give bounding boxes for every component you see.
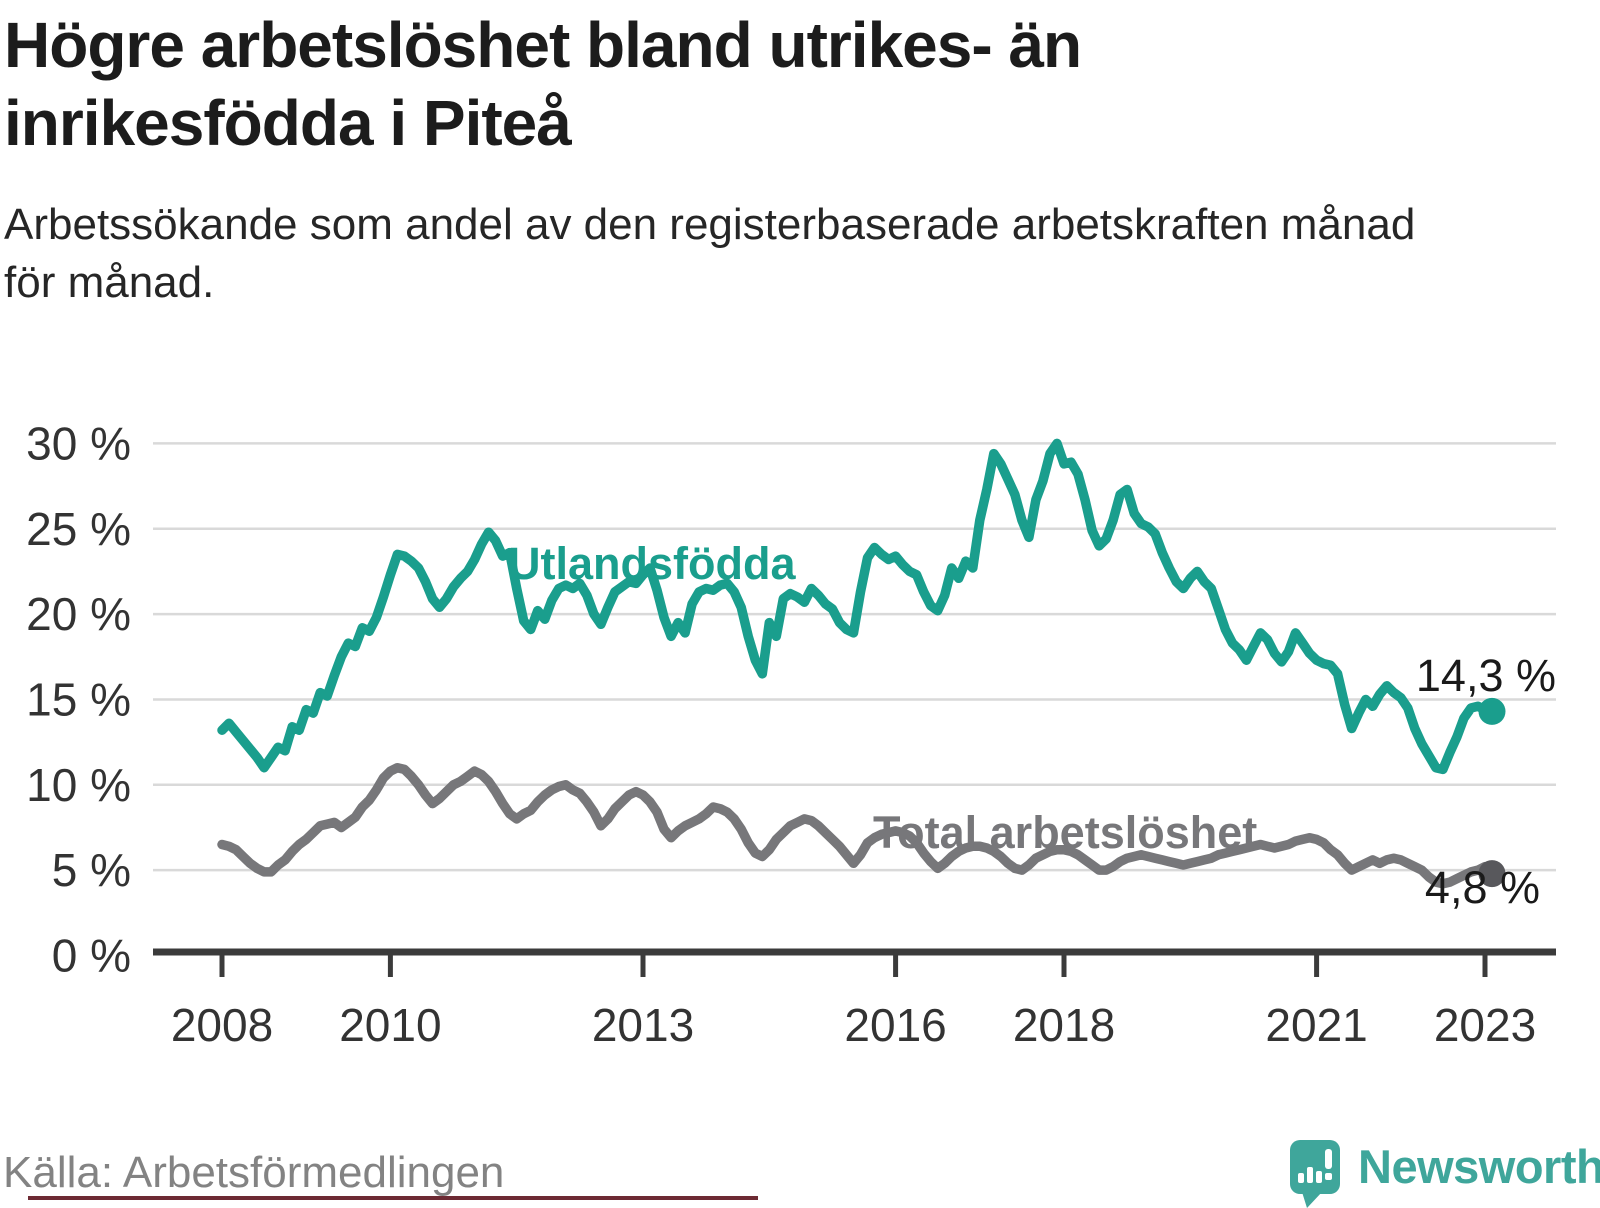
y-axis-label: 25 % bbox=[26, 503, 131, 555]
series-line-utlandsfodda bbox=[217, 438, 1497, 775]
series-label-total: Total arbetslöshet bbox=[873, 807, 1257, 858]
series-end-dot-utlandsfodda bbox=[1478, 697, 1506, 725]
bar-chart-glyph bbox=[1316, 1171, 1322, 1183]
series-group bbox=[217, 438, 1506, 889]
chart-title: Högre arbetslöshet bland utrikes- än inr… bbox=[4, 6, 1082, 162]
newsworthy-chart-bubble-icon bbox=[1290, 1140, 1340, 1208]
x-axis-label: 2018 bbox=[1013, 999, 1115, 1051]
chart-title-line2: inrikesfödda i Piteå bbox=[4, 87, 572, 159]
exclamation-icon bbox=[1325, 1149, 1332, 1169]
series-line-total bbox=[217, 762, 1497, 889]
x-axis-label: 2010 bbox=[339, 999, 441, 1051]
axis-labels-group: 0 % 5 % 10 % 15 % 20 % 25 % 30 % 2008 2010 2013 20… bbox=[26, 417, 1536, 1051]
series-label-utlandsfodda: Utlandsfödda bbox=[508, 538, 796, 589]
y-axis-label: 0 % bbox=[52, 930, 131, 982]
chart-title-line1: Högre arbetslöshet bland utrikes- än bbox=[4, 9, 1082, 81]
axis-group bbox=[153, 948, 1556, 977]
x-axis-label: 2013 bbox=[592, 999, 694, 1051]
y-axis-label: 15 % bbox=[26, 673, 131, 725]
x-axis-label: 2021 bbox=[1265, 999, 1367, 1051]
bar-chart-glyph bbox=[1307, 1167, 1313, 1183]
newsworthy-wordmark: Newsworthy bbox=[1358, 1140, 1600, 1193]
y-axis-label: 10 % bbox=[26, 759, 131, 811]
source-note: Källa: Arbetsförmedlingen bbox=[3, 1148, 505, 1197]
series-end-dot-total bbox=[1478, 860, 1506, 888]
x-axis-label: 2008 bbox=[171, 999, 273, 1051]
value-label-total: 4,8 % bbox=[1425, 862, 1540, 913]
newsworthy-logo: Newsworthy bbox=[1290, 1140, 1600, 1208]
exclamation-icon bbox=[1325, 1173, 1332, 1180]
chart-subtitle: Arbetssökande som andel av den registerb… bbox=[4, 196, 1415, 312]
chart-subtitle-line2: för månad. bbox=[4, 258, 215, 307]
x-axis-label: 2023 bbox=[1434, 999, 1536, 1051]
y-axis-label: 30 % bbox=[26, 417, 131, 469]
accent-bar bbox=[28, 1196, 758, 1200]
y-axis-label: 5 % bbox=[52, 844, 131, 896]
bar-chart-glyph bbox=[1298, 1173, 1304, 1183]
x-axis-label: 2016 bbox=[844, 999, 946, 1051]
y-axis-label: 20 % bbox=[26, 588, 131, 640]
value-label-utlandsfodda: 14,3 % bbox=[1416, 650, 1556, 701]
gridlines-group bbox=[153, 442, 1556, 872]
chart-subtitle-line1: Arbetssökande som andel av den registerb… bbox=[4, 200, 1416, 249]
